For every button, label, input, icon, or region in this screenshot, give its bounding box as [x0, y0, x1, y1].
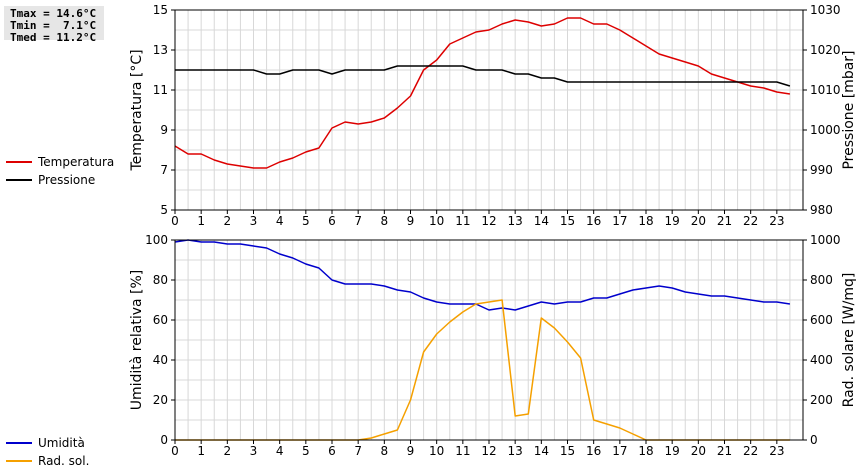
x-tick-label: 5	[302, 214, 310, 228]
x-tick-label: 12	[481, 444, 496, 458]
stat-tmin: Tmin = 7.1°C	[10, 19, 97, 32]
y-left-tick-label: 11	[153, 83, 168, 97]
x-tick-label: 14	[534, 444, 549, 458]
x-tick-label: 8	[381, 444, 389, 458]
x-tick-label: 10	[429, 214, 444, 228]
legend-item-pressione: Pressione	[6, 171, 114, 189]
x-tick-label: 23	[769, 444, 784, 458]
legend-label-umidita: Umidità	[38, 436, 85, 450]
x-tick-label: 0	[171, 214, 179, 228]
series-line-temperatura	[174, 17, 791, 169]
x-tick-label: 20	[691, 444, 706, 458]
series-line-pressione	[175, 65, 791, 87]
stats-box: Tmax = 14.6°C Tmin = 7.1°C Tmed = 11.2°C	[4, 6, 104, 44]
y-right-tick-label: 800	[810, 273, 833, 287]
x-tick-label: 14	[534, 214, 549, 228]
x-tick-label: 17	[612, 444, 627, 458]
y-right-axis-label: Rad. solare [W/mq]	[841, 273, 857, 408]
x-tick-label: 16	[586, 444, 601, 458]
y-right-tick-label: 0	[810, 433, 818, 447]
legend-top: Temperatura Pressione	[6, 153, 114, 189]
y-left-tick-label: 15	[153, 3, 168, 17]
legend-swatch-umidita	[6, 442, 32, 444]
x-tick-label: 15	[560, 444, 575, 458]
x-tick-label: 9	[407, 214, 415, 228]
x-tick-label: 21	[717, 214, 732, 228]
x-tick-label: 20	[691, 214, 706, 228]
legend-swatch-temperatura	[6, 161, 32, 163]
x-tick-label: 3	[250, 444, 258, 458]
y-left-tick-label: 40	[153, 353, 168, 367]
y-right-tick-label: 1000	[810, 123, 841, 137]
x-tick-label: 5	[302, 444, 310, 458]
y-left-tick-label: 7	[160, 163, 168, 177]
x-tick-label: 4	[276, 214, 284, 228]
y-left-axis-label: Umidità relativa [%]	[129, 270, 145, 411]
x-tick-label: 6	[328, 444, 336, 458]
x-tick-label: 11	[455, 444, 470, 458]
x-tick-label: 0	[171, 444, 179, 458]
y-left-tick-label: 9	[160, 123, 168, 137]
x-tick-label: 15	[560, 214, 575, 228]
y-right-axis-label: Pressione [mbar]	[841, 50, 857, 169]
x-tick-label: 13	[508, 214, 523, 228]
x-tick-label: 19	[665, 444, 680, 458]
x-tick-label: 4	[276, 444, 284, 458]
x-tick-label: 19	[665, 214, 680, 228]
charts-svg: 0 1 2 3 4 5 6 7 8 9 10 11 12 13 14 15 16 17 18 19 20 21 22 2357…	[129, 3, 857, 458]
x-tick-label: 6	[328, 214, 336, 228]
series-line-umidit-	[174, 239, 791, 311]
y-right-tick-label: 1020	[810, 43, 841, 57]
x-tick-label: 21	[717, 444, 732, 458]
y-right-tick-label: 1010	[810, 83, 841, 97]
x-tick-label: 3	[250, 214, 258, 228]
legend-label-pressione: Pressione	[38, 173, 96, 187]
x-tick-label: 16	[586, 214, 601, 228]
x-tick-label: 2	[224, 444, 232, 458]
x-tick-label: 10	[429, 444, 444, 458]
y-left-tick-label: 0	[160, 433, 168, 447]
y-left-tick-label: 60	[153, 313, 168, 327]
y-right-tick-label: 980	[810, 203, 833, 217]
y-left-tick-label: 13	[153, 43, 168, 57]
y-right-tick-label: 200	[810, 393, 833, 407]
legend-swatch-radsol	[6, 460, 32, 462]
x-tick-label: 1	[197, 214, 205, 228]
y-left-tick-label: 20	[153, 393, 168, 407]
stat-tmax: Tmax = 14.6°C	[10, 7, 97, 20]
x-tick-label: 12	[481, 214, 496, 228]
x-tick-label: 23	[769, 214, 784, 228]
x-tick-label: 7	[354, 444, 362, 458]
x-tick-label: 7	[354, 214, 362, 228]
y-left-axis-label: Temperatura [°C]	[129, 49, 145, 171]
x-tick-label: 18	[638, 214, 653, 228]
x-tick-label: 11	[455, 214, 470, 228]
chart-panel-0: 0 1 2 3 4 5 6 7 8 9 10 11 12 13 14 15 16 17 18 19 20 21 22 2357…	[129, 3, 857, 228]
y-right-tick-label: 1030	[810, 3, 841, 17]
x-tick-label: 18	[638, 444, 653, 458]
x-tick-label: 13	[508, 444, 523, 458]
x-tick-label: 8	[381, 214, 389, 228]
x-tick-label: 17	[612, 214, 627, 228]
x-tick-label: 2	[224, 214, 232, 228]
y-left-tick-label: 5	[160, 203, 168, 217]
legend-item-temperatura: Temperatura	[6, 153, 114, 171]
chart-panel-1: 0 1 2 3 4 5 6 7 8 9 10 11 12 13 14 15 16 17 18 19 20 21 22 2302…	[129, 233, 857, 458]
y-left-tick-label: 80	[153, 273, 168, 287]
legend-label-temperatura: Temperatura	[38, 155, 115, 169]
x-tick-label: 22	[743, 214, 758, 228]
legend-swatch-pressione	[6, 179, 32, 181]
y-right-tick-label: 990	[810, 163, 833, 177]
y-right-tick-label: 400	[810, 353, 833, 367]
y-right-tick-label: 1000	[810, 233, 841, 247]
x-tick-label: 1	[197, 444, 205, 458]
y-right-tick-label: 600	[810, 313, 833, 327]
x-tick-label: 22	[743, 444, 758, 458]
y-left-tick-label: 100	[145, 233, 168, 247]
x-tick-label: 9	[407, 444, 415, 458]
legend-item-umidita: Umidità	[6, 434, 89, 452]
stat-tmed: Tmed = 11.2°C	[10, 31, 97, 44]
